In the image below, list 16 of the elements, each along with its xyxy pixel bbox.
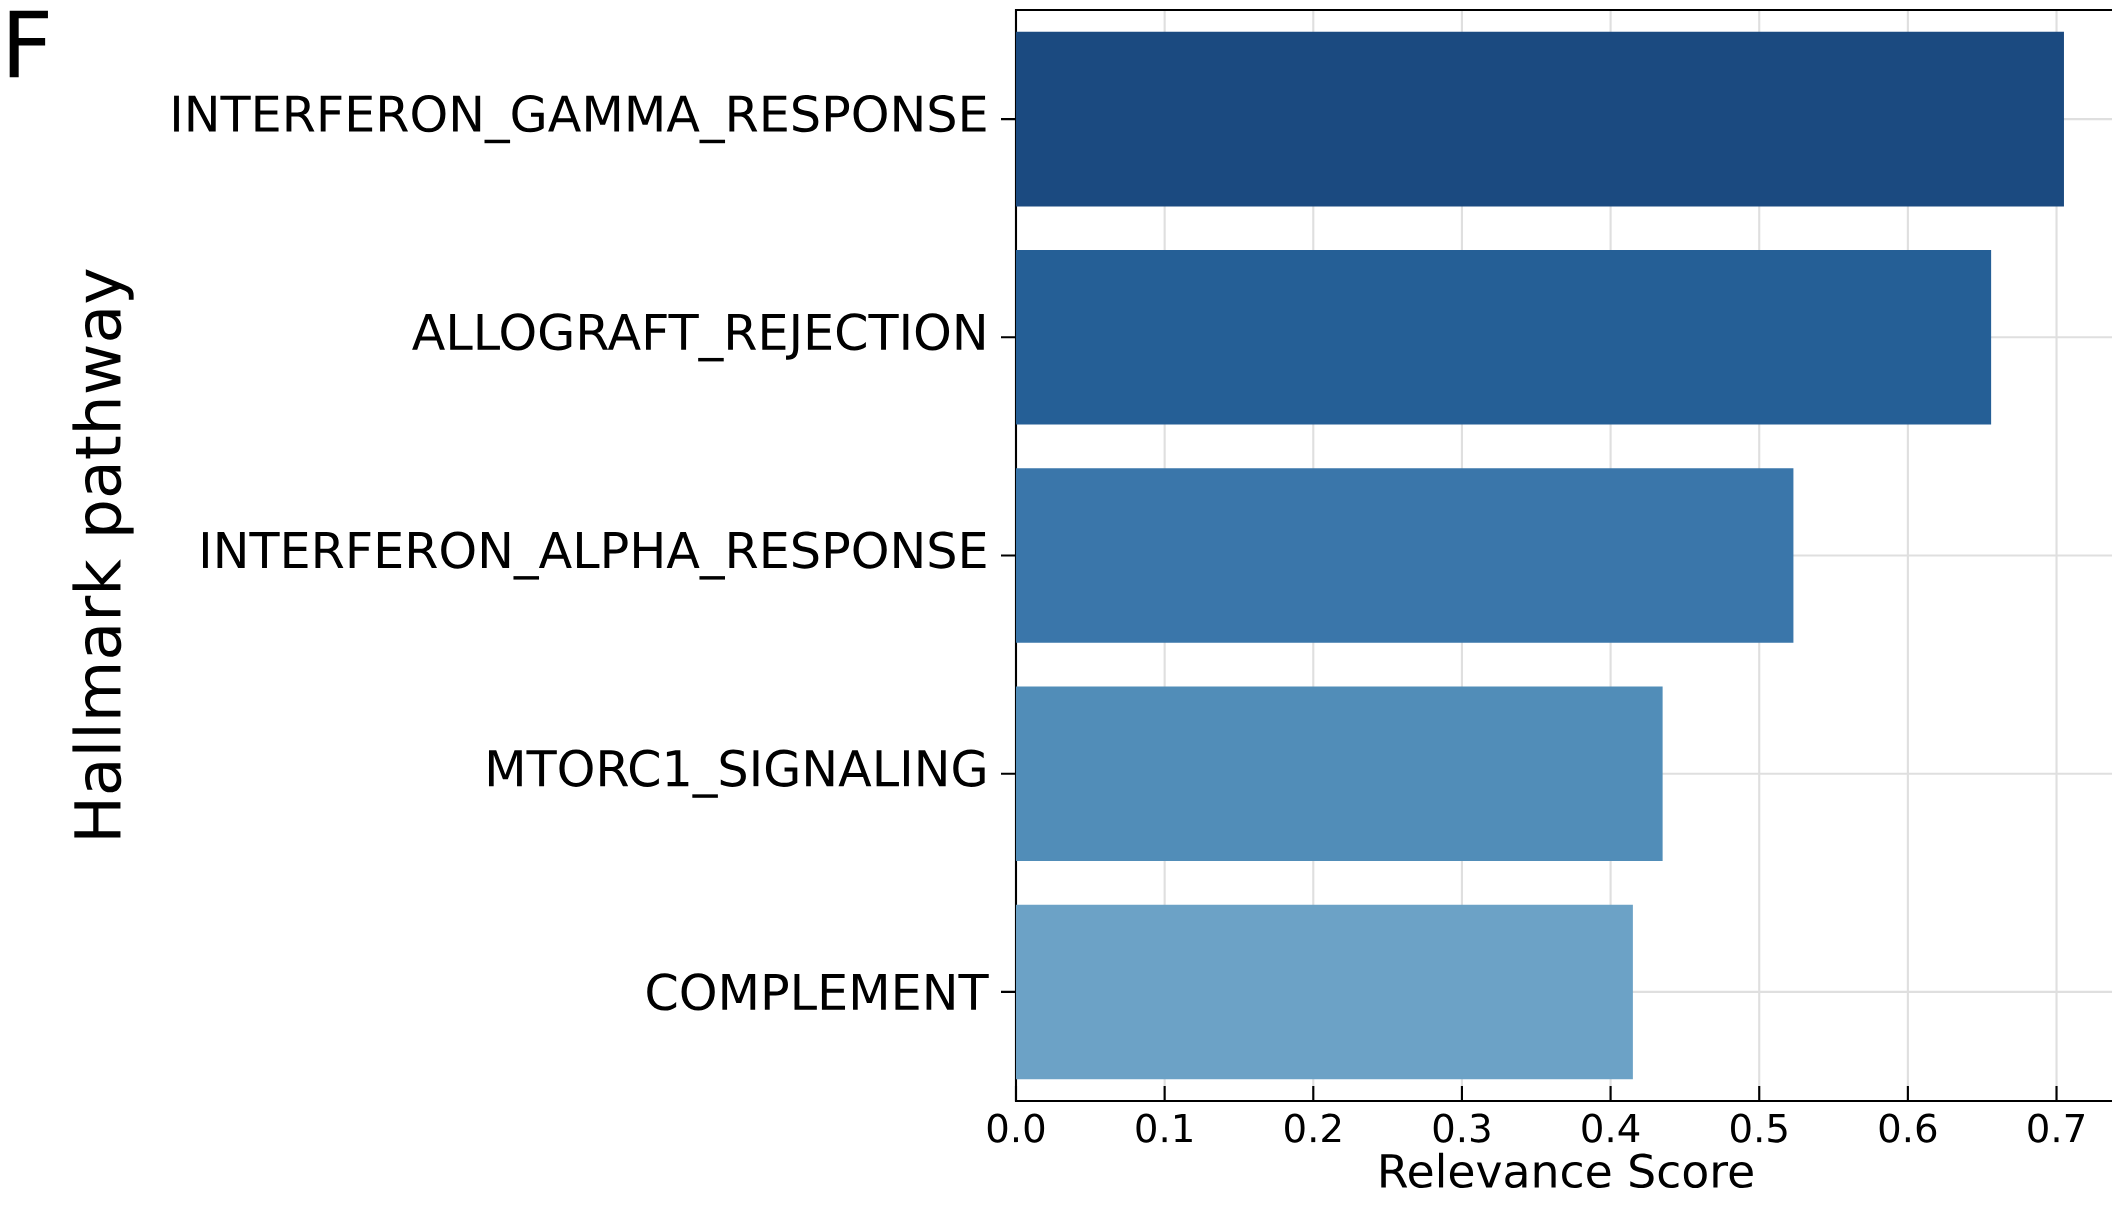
y-tick-label: MTORC1_SIGNALING	[488, 749, 985, 798]
x-tick-label: 0.5	[1731, 1113, 1787, 1143]
y-tick-label: ALLOGRAFT_REJECTION	[412, 313, 984, 362]
x-tick-label: 0.4	[1582, 1113, 1640, 1143]
x-tick-label: 0.3	[1433, 1113, 1490, 1143]
y-tick-label: INTERFERON_GAMMA_RESPONSE	[174, 95, 986, 144]
x-tick-label: 0.7	[2028, 1113, 2084, 1143]
x-tick-label: 0.6	[1879, 1113, 1937, 1143]
y-axis-title: Hallmark pathway	[72, 269, 134, 838]
y-tick-label: COMPLEMENT	[647, 973, 989, 1011]
x-tick-label: 0.1	[1136, 1113, 1192, 1143]
x-tick-label: 0.2	[1285, 1113, 1341, 1143]
text: F	[9, 10, 48, 78]
x-tick-label: 0.0	[987, 1113, 1045, 1143]
y-tick-label: INTERFERON_ALPHA_RESPONSE	[203, 531, 986, 580]
x-axis-title: Relevance Score	[1381, 1152, 1753, 1189]
